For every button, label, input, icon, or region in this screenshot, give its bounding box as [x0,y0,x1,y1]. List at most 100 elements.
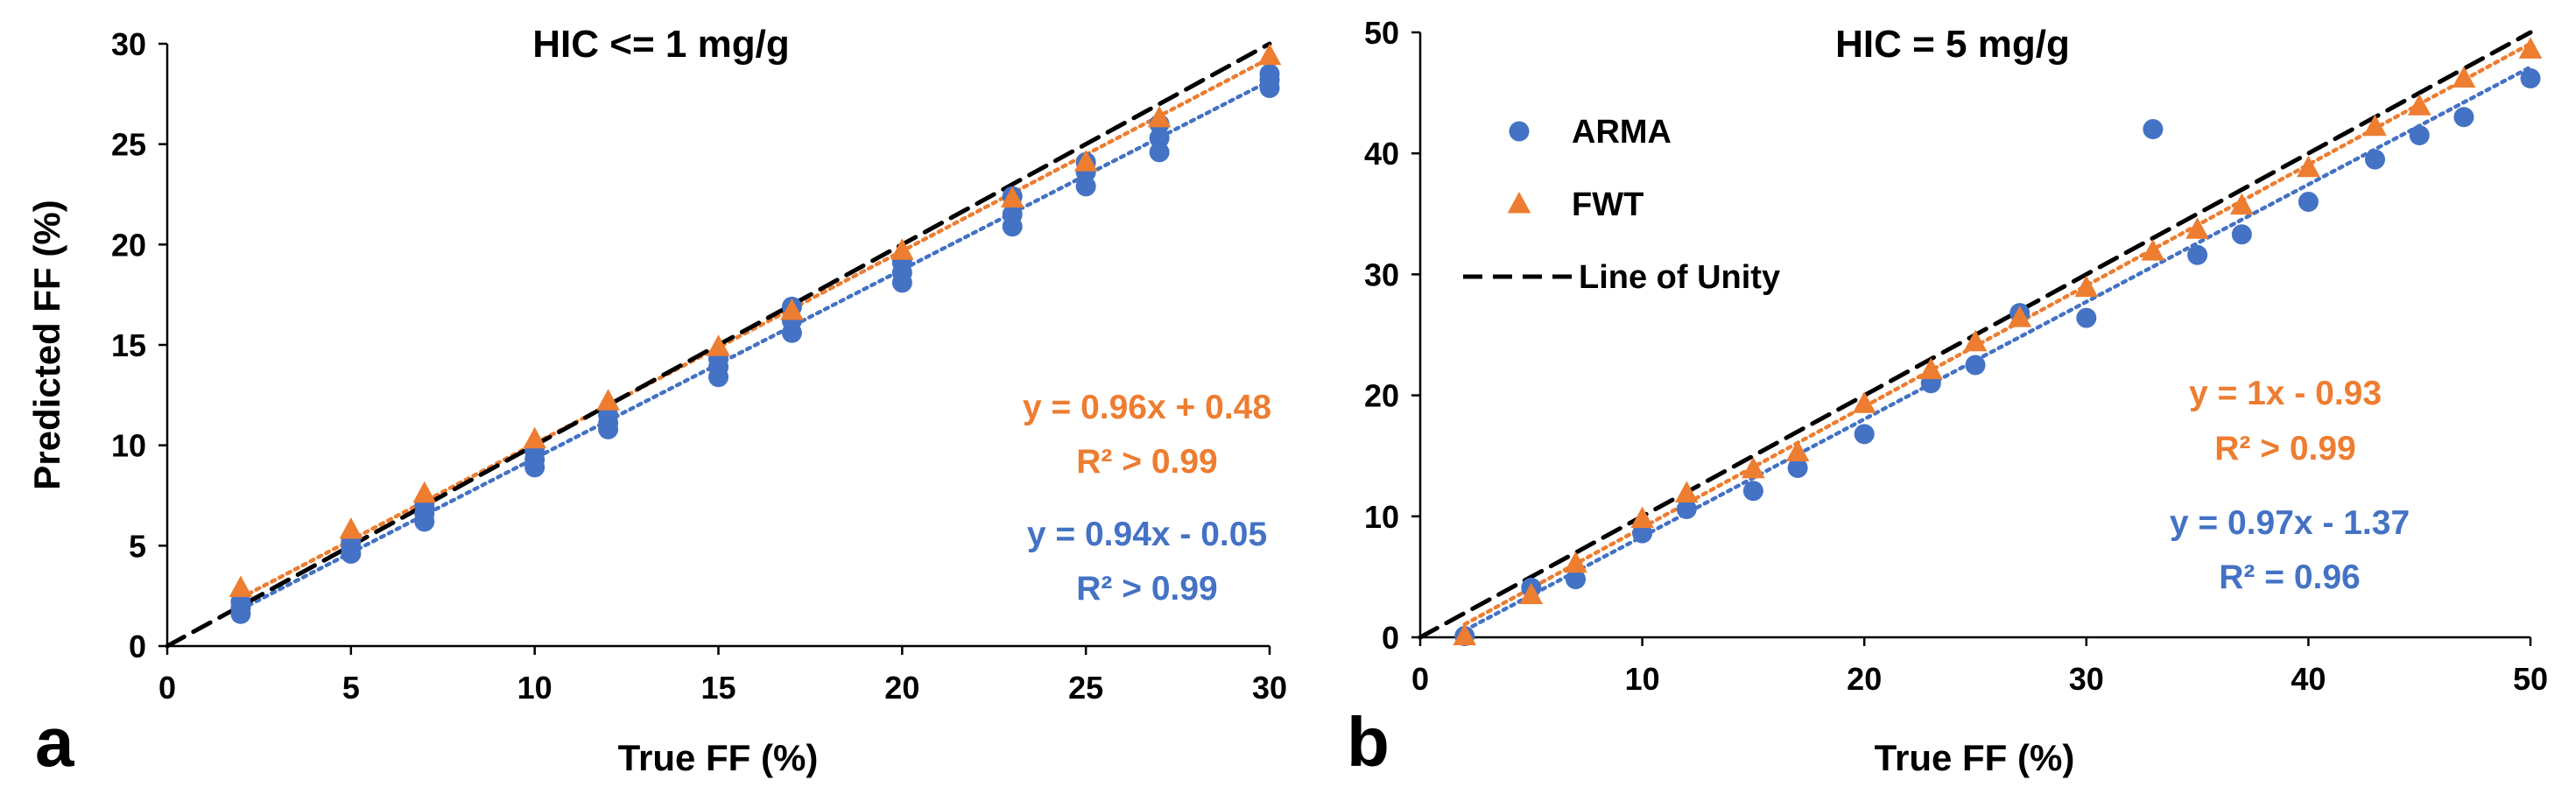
data-point-arma [2364,149,2385,170]
data-point-arma [2143,119,2164,140]
data-point-fwt [523,426,546,449]
y-tick-label: 15 [111,327,146,363]
fit-annotation: y = 1x - 0.93 [2189,375,2382,412]
panel-label: a [35,703,74,781]
x-axis-label: True FF (%) [618,737,819,778]
fit-annotation: R² > 0.99 [2214,430,2356,467]
data-point-fwt [412,481,437,503]
data-point-arma [1075,176,1096,197]
chart-title: HIC = 5 mg/g [1835,23,2070,66]
fit-annotation: R² > 0.99 [1076,443,1218,481]
data-point-fwt [229,575,253,597]
x-tick-label: 20 [884,670,919,706]
data-point-fwt [1630,506,1654,529]
data-point-fwt [780,299,804,320]
chart-title: HIC <= 1 mg/g [532,23,789,66]
data-point-arma [1965,355,1986,376]
data-point-arma [2076,307,2097,328]
legend: ARMA FWT Line of Unity [1463,114,1780,296]
y-tick-label: 30 [111,26,146,62]
legend-marker-arma [1509,121,1530,142]
data-point-fwt [2230,193,2254,215]
legend-marker-fwt [1507,192,1531,214]
data-point-fwt [1852,391,1876,413]
chart-panel-a: 0 5 10 15 20 25 30 0 5 10 15 20 25 30 HIC <= 1 mg/g Tru… [26,23,1287,781]
data-point-arma [1149,142,1170,163]
x-tick-label: 30 [2069,661,2104,697]
y-tick-label: 10 [111,428,146,464]
data-point-fwt [2407,94,2432,116]
y-tick-label: 50 [1364,15,1399,51]
data-point-fwt [1453,623,1477,646]
y-tick-label: 10 [1364,499,1399,535]
fit-annotation: y = 0.96x + 0.48 [1023,389,1271,426]
data-point-arma [1676,499,1697,520]
legend-label: FWT [1572,186,1643,223]
data-point-arma [2187,244,2208,265]
data-point-arma [2231,224,2252,245]
data-point-fwt [1963,329,1988,352]
data-point-fwt [1147,105,1172,128]
y-tick-label: 0 [129,629,146,664]
y-tick-label: 5 [129,528,146,564]
x-tick-label: 25 [1068,670,1103,706]
data-point-fwt [890,238,914,260]
legend-label: ARMA [1572,114,1672,151]
data-point-arma [1742,481,1763,502]
data-point-arma [1632,523,1653,544]
data-point-fwt [1073,150,1098,172]
data-point-fwt [1742,456,1765,479]
fit-annotation: R² = 0.96 [2219,559,2361,596]
x-tick-label: 10 [517,670,553,706]
x-axis-label: True FF (%) [1875,737,2075,778]
fit-annotation: y = 0.94x - 0.05 [1027,516,1267,553]
x-tick-label: 20 [1847,661,1882,697]
data-point-fwt [2452,66,2476,88]
data-point-fwt [2297,155,2320,178]
data-point-fwt [707,334,730,356]
x-tick-label: 10 [1625,661,1660,697]
data-point-fwt [2141,239,2165,261]
x-tick-label: 5 [342,670,360,706]
x-tick-label: 30 [1252,670,1287,706]
data-point-fwt [1785,439,1810,462]
x-tick-label: 50 [2513,661,2548,697]
data-point-fwt [339,516,363,539]
data-point-fwt [596,389,620,411]
y-tick-label: 20 [111,227,146,263]
legend-label: Line of Unity [1579,259,1780,296]
fit-annotation: y = 0.97x - 1.37 [2170,504,2410,542]
x-tick-label: 0 [1411,661,1429,697]
data-point-fwt [1000,186,1024,208]
data-point-fwt [2008,306,2032,327]
data-point-arma [1149,128,1170,149]
x-tick-label: 40 [2291,661,2326,697]
y-axis-label: Predicted FF (%) [26,200,67,489]
fit-line-fwt [238,56,1272,601]
data-point-arma [1854,424,1875,445]
data-point-fwt [1564,551,1587,573]
y-tick-label: 40 [1364,136,1399,172]
x-tick-label: 0 [158,670,176,706]
data-point-arma [2409,124,2430,145]
panel-label: b [1347,703,1390,781]
data-point-arma [1259,63,1280,84]
chart-panel-b: 0 10 20 30 40 50 0 10 20 30 40 50 HIC = 5 mg/g True F… [1347,15,2548,781]
data-point-arma [2298,191,2319,212]
data-point-arma [2453,107,2474,128]
data-point-arma [1566,569,1587,590]
data-point-fwt [2185,217,2209,239]
x-tick-label: 15 [700,670,735,706]
y-tick-label: 30 [1364,256,1399,292]
y-tick-label: 25 [111,127,146,163]
data-point-fwt [1675,481,1699,503]
data-point-fwt [1519,582,1544,605]
data-point-fwt [2074,275,2099,298]
data-point-arma [2520,68,2541,89]
data-point-fwt [1918,357,1943,380]
fit-annotation: R² > 0.99 [1076,570,1218,608]
data-point-fwt [1257,43,1282,66]
data-point-arma [1787,458,1808,479]
